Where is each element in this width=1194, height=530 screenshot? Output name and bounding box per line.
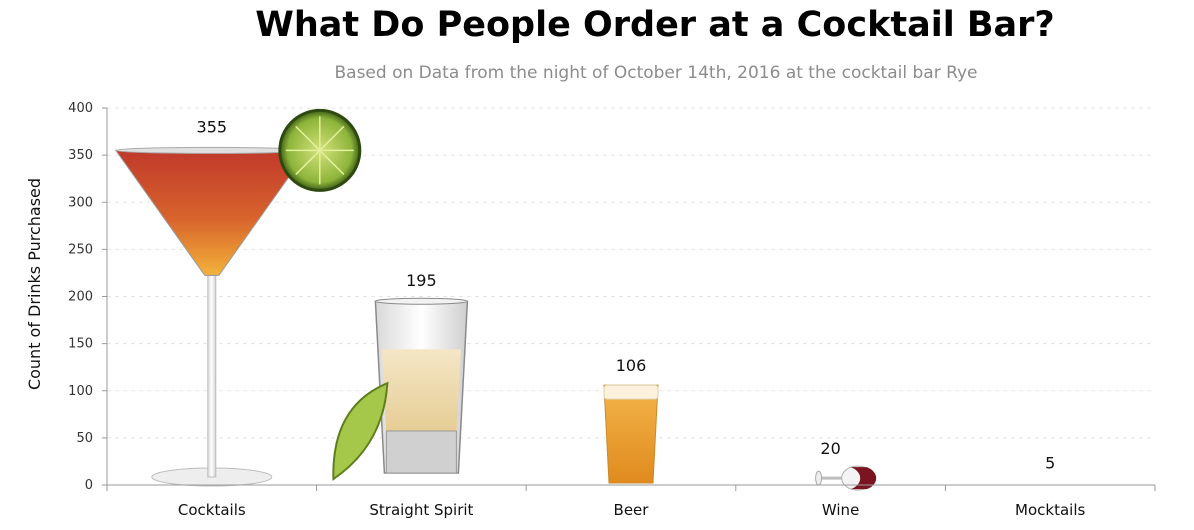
shot-rim [374, 297, 468, 305]
x-tick-label: Straight Spirit [369, 501, 473, 519]
bar-wine [815, 465, 877, 491]
value-labels: 355 195 106 20 5 [197, 117, 1056, 472]
y-axis-label: Count of Drinks Purchased [25, 178, 44, 390]
bar-straight-spirit [332, 297, 469, 481]
x-tick-label: Wine [822, 501, 859, 519]
x-tick-label: Beer [614, 501, 650, 519]
x-tick-label: Mocktails [1015, 501, 1085, 519]
spirit-liquid [381, 349, 461, 431]
martini-bowl [114, 149, 309, 276]
bar-beer [603, 384, 659, 484]
data-label: 355 [197, 117, 228, 136]
data-label: 106 [616, 356, 647, 375]
y-axis-ticks: 0 50 100 150 200 250 300 350 400 [68, 101, 107, 493]
martini-stem [207, 274, 217, 478]
lime-segment [295, 149, 321, 175]
wine-foot [815, 470, 823, 486]
y-tick-label: 200 [68, 290, 93, 305]
y-tick-label: 0 [85, 478, 93, 493]
beer-glass [603, 384, 659, 484]
x-tick-label: Cocktails [178, 501, 246, 519]
y-tick-label: 50 [76, 431, 93, 446]
lime-segment [319, 149, 345, 175]
lime-segment [319, 125, 345, 151]
lime-wedge [332, 381, 389, 481]
wine-liquid [850, 467, 877, 490]
bar-cocktails [114, 108, 362, 487]
y-tick-label: 300 [68, 195, 93, 210]
data-label: 5 [1045, 453, 1055, 472]
beer-foam [603, 384, 659, 400]
y-tick-label: 100 [68, 384, 93, 399]
x-axis: Cocktails Straight Spirit Beer Wine Mocktail… [106, 108, 1156, 519]
data-label: 20 [820, 439, 840, 458]
y-tick-label: 150 [68, 337, 93, 352]
chart-title: What Do People Order at a Cocktail Bar? [255, 5, 1054, 45]
chart-subtitle: Based on Data from the night of October … [334, 63, 977, 83]
bars [114, 108, 877, 491]
y-tick-label: 350 [68, 148, 93, 163]
y-tick-label: 400 [68, 101, 93, 116]
shot-glass-base [385, 430, 457, 474]
lime-segment [295, 125, 321, 151]
y-tick-label: 250 [68, 242, 93, 257]
data-label: 195 [406, 271, 437, 290]
